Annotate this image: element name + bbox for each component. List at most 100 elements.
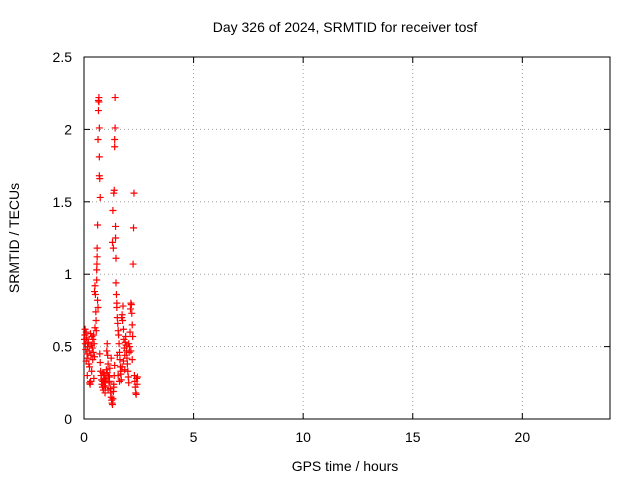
data-point bbox=[133, 380, 141, 388]
data-point bbox=[116, 356, 124, 364]
data-point bbox=[90, 374, 98, 382]
data-point bbox=[84, 340, 92, 348]
data-point bbox=[119, 317, 127, 325]
x-tick-label: 5 bbox=[190, 429, 198, 445]
data-point bbox=[123, 360, 131, 368]
data-point bbox=[89, 348, 97, 356]
data-point bbox=[115, 340, 123, 348]
data-point bbox=[111, 361, 119, 369]
data-point bbox=[114, 319, 122, 327]
data-point bbox=[113, 304, 121, 312]
data-point bbox=[126, 328, 134, 336]
data-point bbox=[104, 386, 112, 394]
data-point bbox=[127, 347, 135, 355]
y-tick-label: 0 bbox=[64, 411, 72, 427]
data-point bbox=[125, 379, 133, 387]
data-point bbox=[119, 357, 127, 365]
data-point bbox=[109, 395, 117, 403]
data-point bbox=[117, 367, 125, 375]
data-point bbox=[96, 359, 104, 367]
data-point bbox=[89, 356, 97, 364]
data-point bbox=[104, 360, 112, 368]
y-axis-label: SRMTID / TECUs bbox=[6, 183, 22, 293]
data-point bbox=[125, 340, 133, 348]
data-point bbox=[94, 304, 102, 312]
data-point bbox=[111, 143, 119, 151]
data-point bbox=[108, 238, 116, 246]
data-point bbox=[111, 94, 119, 102]
data-point bbox=[112, 254, 120, 262]
y-tick-label: 0.5 bbox=[53, 339, 73, 355]
data-point bbox=[95, 153, 103, 161]
y-tick-label: 1.5 bbox=[53, 194, 73, 210]
data-point bbox=[90, 331, 98, 339]
data-point bbox=[92, 308, 100, 316]
data-point bbox=[128, 309, 136, 317]
data-point bbox=[128, 356, 136, 364]
data-point bbox=[116, 377, 124, 385]
data-point bbox=[96, 175, 104, 183]
data-point bbox=[93, 276, 101, 284]
data-point bbox=[90, 340, 98, 348]
data-point bbox=[92, 327, 100, 335]
data-point bbox=[87, 330, 95, 338]
data-point bbox=[119, 302, 127, 310]
data-point bbox=[115, 331, 123, 339]
y-tick-label: 1 bbox=[64, 266, 72, 282]
data-point bbox=[94, 221, 102, 229]
data-point bbox=[112, 222, 120, 230]
data-point bbox=[119, 325, 127, 333]
data-point bbox=[91, 282, 99, 290]
data-point bbox=[132, 390, 140, 398]
data-point bbox=[88, 344, 96, 352]
data-point bbox=[96, 350, 104, 358]
data-point bbox=[111, 136, 119, 144]
data-point bbox=[113, 351, 121, 359]
data-point bbox=[107, 354, 115, 362]
data-point bbox=[121, 366, 129, 374]
x-tick-label: 10 bbox=[295, 429, 311, 445]
data-point bbox=[99, 369, 107, 377]
data-point bbox=[101, 374, 109, 382]
x-axis-label: GPS time / hours bbox=[292, 458, 399, 474]
data-point bbox=[95, 98, 103, 106]
data-point bbox=[105, 377, 113, 385]
data-point bbox=[114, 372, 122, 380]
data-point bbox=[94, 107, 102, 115]
data-point bbox=[88, 367, 96, 375]
x-tick-label: 0 bbox=[80, 429, 88, 445]
grid-lines bbox=[84, 57, 610, 419]
data-point bbox=[92, 317, 100, 325]
data-point bbox=[94, 136, 102, 144]
data-point bbox=[103, 347, 111, 355]
data-point bbox=[111, 124, 119, 132]
data-point bbox=[129, 332, 137, 340]
y-tick-label: 2 bbox=[64, 121, 72, 137]
data-point bbox=[112, 279, 120, 287]
data-point bbox=[122, 332, 130, 340]
y-tick-label: 2.5 bbox=[53, 49, 73, 65]
data-point bbox=[127, 301, 135, 309]
axis-ticks: 0 5 10 15 20 0 0.5 1 1.5 2 2.5 bbox=[53, 49, 610, 445]
x-tick-label: 15 bbox=[405, 429, 421, 445]
data-point bbox=[128, 321, 136, 329]
data-point bbox=[83, 372, 91, 380]
data-point bbox=[117, 376, 125, 384]
data-point bbox=[110, 383, 118, 391]
data-point bbox=[109, 244, 117, 252]
data-point bbox=[130, 189, 138, 197]
data-point bbox=[83, 334, 91, 342]
data-point bbox=[106, 364, 114, 372]
data-point bbox=[112, 290, 120, 298]
data-point bbox=[93, 260, 101, 268]
data-point bbox=[93, 244, 101, 252]
data-point bbox=[95, 124, 103, 132]
data-point bbox=[85, 363, 93, 371]
data-point bbox=[96, 193, 104, 201]
data-point bbox=[110, 186, 118, 194]
data-points bbox=[80, 94, 141, 409]
plot-frame bbox=[83, 56, 611, 420]
data-point bbox=[109, 206, 117, 214]
data-point bbox=[100, 370, 108, 378]
